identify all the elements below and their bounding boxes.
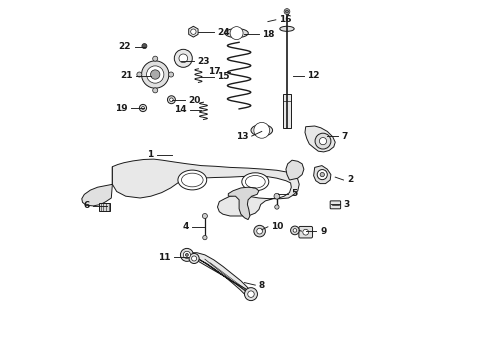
Circle shape xyxy=(174,49,192,67)
Circle shape xyxy=(273,193,279,199)
Circle shape xyxy=(141,61,168,88)
Circle shape xyxy=(152,56,158,61)
Text: 8: 8 xyxy=(258,281,264,289)
Text: 4: 4 xyxy=(182,222,188,231)
Ellipse shape xyxy=(178,170,206,190)
Polygon shape xyxy=(285,160,303,180)
Polygon shape xyxy=(305,126,335,152)
Circle shape xyxy=(142,44,146,49)
Circle shape xyxy=(230,27,243,40)
Ellipse shape xyxy=(241,173,268,191)
Circle shape xyxy=(139,104,146,112)
Text: 24: 24 xyxy=(217,28,230,37)
Circle shape xyxy=(180,248,193,261)
Text: 14: 14 xyxy=(174,105,186,114)
Polygon shape xyxy=(313,166,330,184)
Text: 7: 7 xyxy=(341,132,347,140)
Circle shape xyxy=(189,253,199,264)
Polygon shape xyxy=(228,187,258,220)
Circle shape xyxy=(292,229,296,232)
FancyBboxPatch shape xyxy=(298,226,312,238)
Circle shape xyxy=(247,291,254,297)
Circle shape xyxy=(314,133,330,149)
Circle shape xyxy=(179,54,187,63)
Circle shape xyxy=(141,107,144,109)
Text: 1: 1 xyxy=(147,150,153,159)
Circle shape xyxy=(284,9,289,14)
Circle shape xyxy=(319,138,326,145)
Circle shape xyxy=(137,72,142,77)
Circle shape xyxy=(256,228,262,234)
Polygon shape xyxy=(188,26,198,37)
Text: 18: 18 xyxy=(262,30,274,39)
Text: 21: 21 xyxy=(120,71,133,80)
Circle shape xyxy=(167,96,175,104)
Text: 23: 23 xyxy=(197,57,210,66)
Polygon shape xyxy=(112,159,299,216)
Circle shape xyxy=(191,256,196,261)
Text: 2: 2 xyxy=(346,175,353,184)
Circle shape xyxy=(190,29,196,34)
Circle shape xyxy=(320,172,324,177)
Text: 17: 17 xyxy=(208,68,221,77)
Circle shape xyxy=(317,170,326,180)
Circle shape xyxy=(202,213,207,219)
Circle shape xyxy=(253,122,269,138)
FancyBboxPatch shape xyxy=(329,201,340,209)
Circle shape xyxy=(302,229,308,235)
Circle shape xyxy=(150,70,160,79)
Circle shape xyxy=(290,226,299,235)
Circle shape xyxy=(168,72,173,77)
Circle shape xyxy=(244,288,257,301)
Text: 6: 6 xyxy=(83,202,89,210)
Ellipse shape xyxy=(250,125,272,136)
FancyBboxPatch shape xyxy=(99,203,110,211)
Circle shape xyxy=(253,225,265,237)
Ellipse shape xyxy=(279,26,294,31)
Text: 9: 9 xyxy=(320,227,326,236)
Text: 16: 16 xyxy=(279,15,291,24)
Text: 12: 12 xyxy=(307,71,319,80)
Text: 19: 19 xyxy=(115,104,127,112)
FancyBboxPatch shape xyxy=(283,94,290,128)
Circle shape xyxy=(203,235,206,240)
Text: 13: 13 xyxy=(235,132,247,140)
Polygon shape xyxy=(81,167,112,206)
Circle shape xyxy=(274,205,279,209)
Text: 20: 20 xyxy=(188,95,201,104)
Circle shape xyxy=(146,66,163,83)
Text: 11: 11 xyxy=(158,253,170,262)
Circle shape xyxy=(183,251,190,258)
Text: 15: 15 xyxy=(217,72,229,81)
Ellipse shape xyxy=(224,29,248,37)
Circle shape xyxy=(285,10,288,13)
Text: 10: 10 xyxy=(271,222,284,231)
Polygon shape xyxy=(189,253,253,298)
Circle shape xyxy=(169,98,173,102)
Circle shape xyxy=(185,253,188,256)
Text: 5: 5 xyxy=(291,189,297,198)
Circle shape xyxy=(152,88,158,93)
Text: 22: 22 xyxy=(119,42,131,51)
Text: 3: 3 xyxy=(343,200,349,209)
